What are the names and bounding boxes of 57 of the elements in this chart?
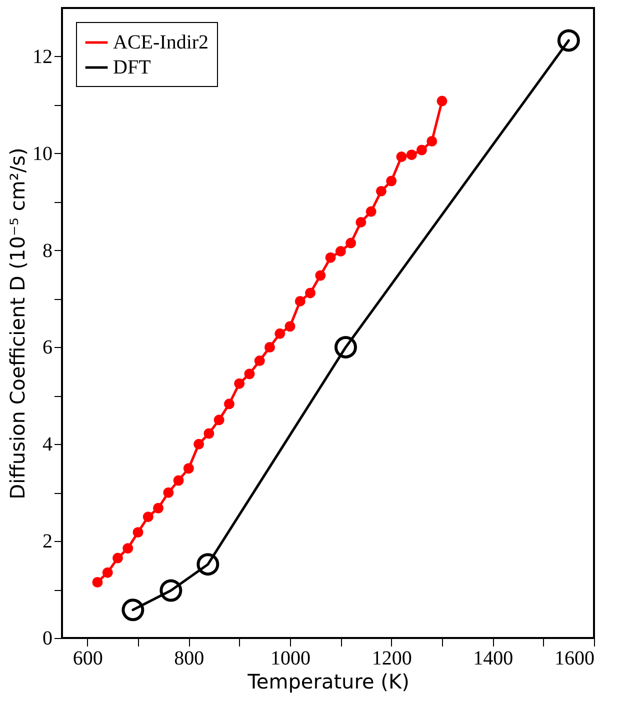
point: [334, 336, 357, 358]
y-tick-label: 12: [32, 46, 52, 68]
point: [122, 598, 144, 622]
point: [346, 238, 356, 248]
point: [366, 206, 376, 217]
point: [416, 144, 427, 156]
point: [142, 512, 154, 522]
point: [274, 328, 286, 339]
point: [335, 246, 346, 257]
x-tick-label: 1400: [473, 648, 514, 670]
point: [406, 150, 417, 160]
point: [315, 270, 326, 281]
x-tick-label: 600: [72, 648, 103, 670]
point: [254, 356, 265, 366]
x-tick-label: 1200: [372, 648, 412, 670]
point: [356, 216, 366, 228]
y-tick-label: 0: [42, 628, 52, 650]
point: [234, 378, 245, 389]
legend-label: DFT: [113, 56, 151, 78]
point: [204, 428, 214, 439]
point: [325, 252, 336, 263]
x-axis-title: Temperature (K): [246, 670, 410, 694]
point: [244, 368, 255, 380]
point: [284, 321, 296, 332]
point: [163, 487, 174, 498]
point: [557, 29, 580, 52]
point: [153, 502, 164, 514]
point: [305, 288, 316, 298]
point: [92, 577, 103, 588]
point: [224, 398, 234, 410]
point: [132, 527, 144, 538]
point: [102, 567, 113, 578]
point: [294, 296, 306, 306]
point: [160, 579, 182, 602]
point: [426, 136, 438, 147]
point: [376, 186, 386, 196]
point: [264, 342, 275, 352]
legend-label: ACE-Indir2: [113, 32, 209, 54]
point: [173, 475, 184, 486]
point: [196, 553, 220, 576]
y-tick-label: 10: [32, 142, 52, 165]
point: [436, 96, 448, 106]
y-tick-label: 6: [42, 336, 52, 359]
point: [122, 543, 134, 554]
point: [396, 152, 407, 162]
point: [214, 414, 224, 426]
y-tick-label: 2: [42, 530, 52, 553]
x-tick-label: 1600: [554, 648, 594, 670]
y-axis-title: Diffusion Coefficient D (10⁻⁵ cm²/s): [6, 148, 30, 500]
x-tick-label: 1000: [270, 648, 310, 670]
point: [194, 438, 204, 450]
y-tick-label: 8: [42, 240, 52, 262]
point: [386, 176, 397, 186]
point: [183, 463, 194, 474]
x-tick-label: 800: [174, 648, 204, 670]
y-tick-label: 4: [42, 434, 52, 456]
point: [112, 552, 123, 564]
